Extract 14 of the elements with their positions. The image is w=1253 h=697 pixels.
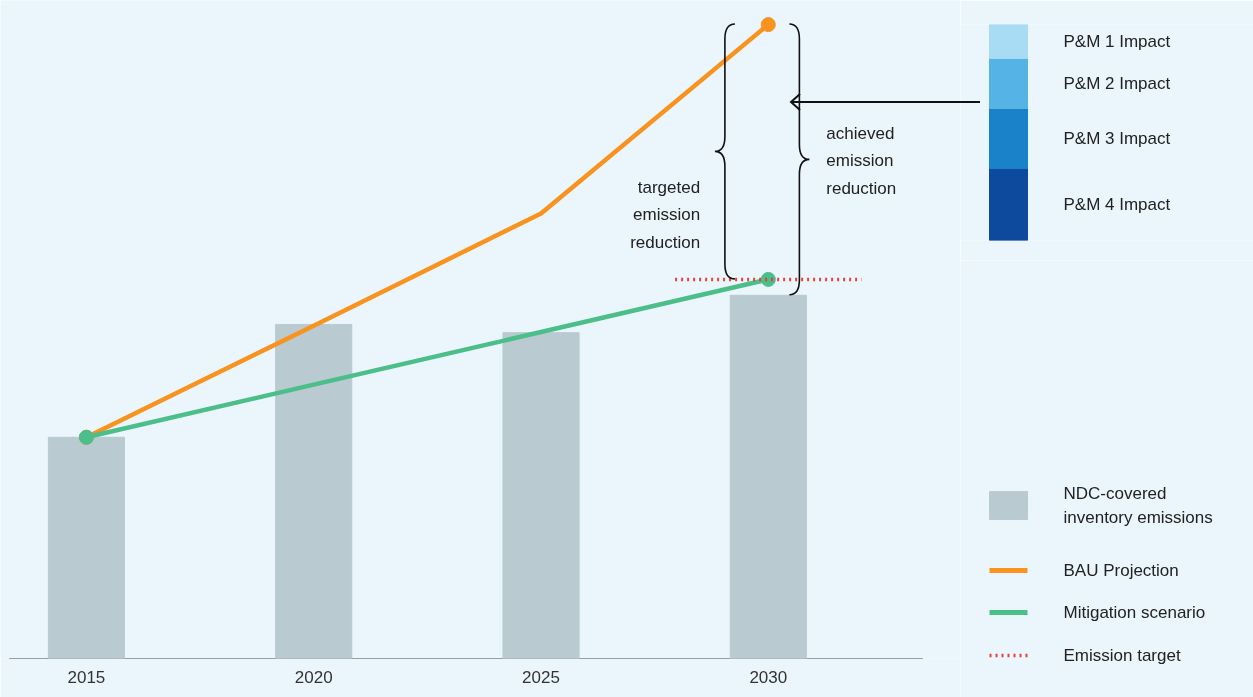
legend-label: BAU Projection: [1063, 561, 1179, 580]
annotation: targeted emission reduction: [630, 177, 701, 252]
x-tick-label: 2025: [522, 667, 560, 687]
legend-label: Emission target: [1063, 646, 1181, 665]
x-tick-label: 2030: [749, 667, 788, 687]
x-tick-label: 2020: [294, 667, 333, 687]
legend-label: NDC-covered inventory emissions: [1063, 483, 1213, 528]
x-tick-label: 2015: [67, 667, 106, 687]
text: P&M 4 Impact: [1063, 195, 1171, 215]
annotation: achieved emission reduction: [826, 123, 897, 198]
text: P&M 3 Impact: [1063, 129, 1171, 149]
text: P&M 1 Impact: [1063, 31, 1171, 51]
text: P&M 2 Impact: [1063, 73, 1171, 93]
legend-label: Mitigation scenario: [1063, 603, 1206, 622]
